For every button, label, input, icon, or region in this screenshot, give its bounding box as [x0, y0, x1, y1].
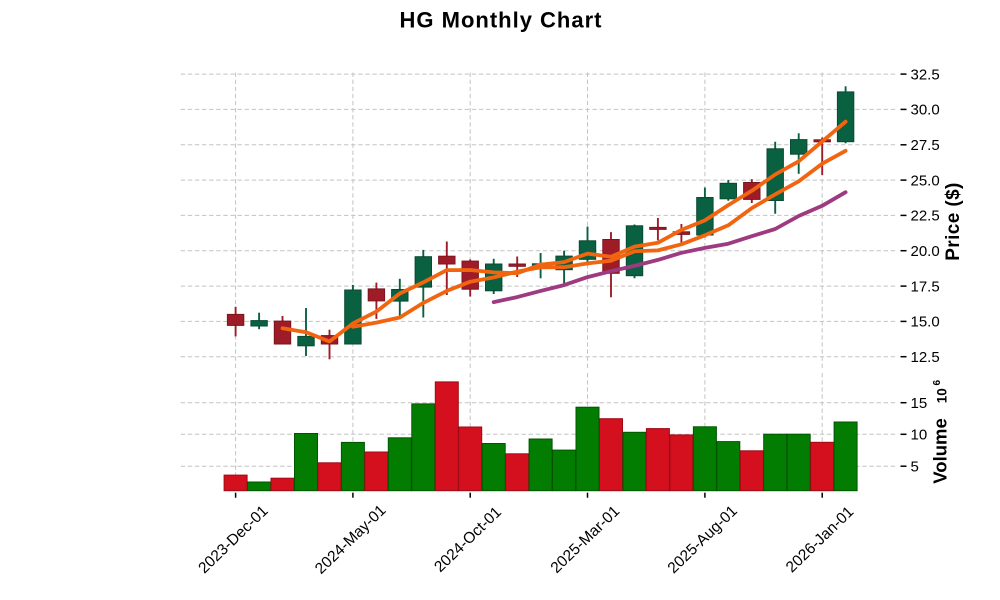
- svg-text:15: 15: [911, 395, 928, 412]
- svg-text:22.5: 22.5: [911, 208, 940, 225]
- svg-text:17.5: 17.5: [911, 278, 940, 295]
- svg-text:Price ($): Price ($): [943, 182, 964, 261]
- svg-text:20.0: 20.0: [911, 243, 940, 260]
- svg-text:10: 10: [911, 427, 928, 444]
- svg-text:HG Monthly Chart: HG Monthly Chart: [400, 8, 603, 33]
- svg-text:25.0: 25.0: [911, 172, 940, 189]
- svg-text:15.0: 15.0: [911, 314, 940, 331]
- svg-text:5: 5: [911, 459, 919, 476]
- svg-text:30.0: 30.0: [911, 102, 940, 119]
- svg-text:12.5: 12.5: [911, 349, 940, 366]
- svg-text:27.5: 27.5: [911, 137, 940, 154]
- svg-text:32.5: 32.5: [911, 66, 940, 83]
